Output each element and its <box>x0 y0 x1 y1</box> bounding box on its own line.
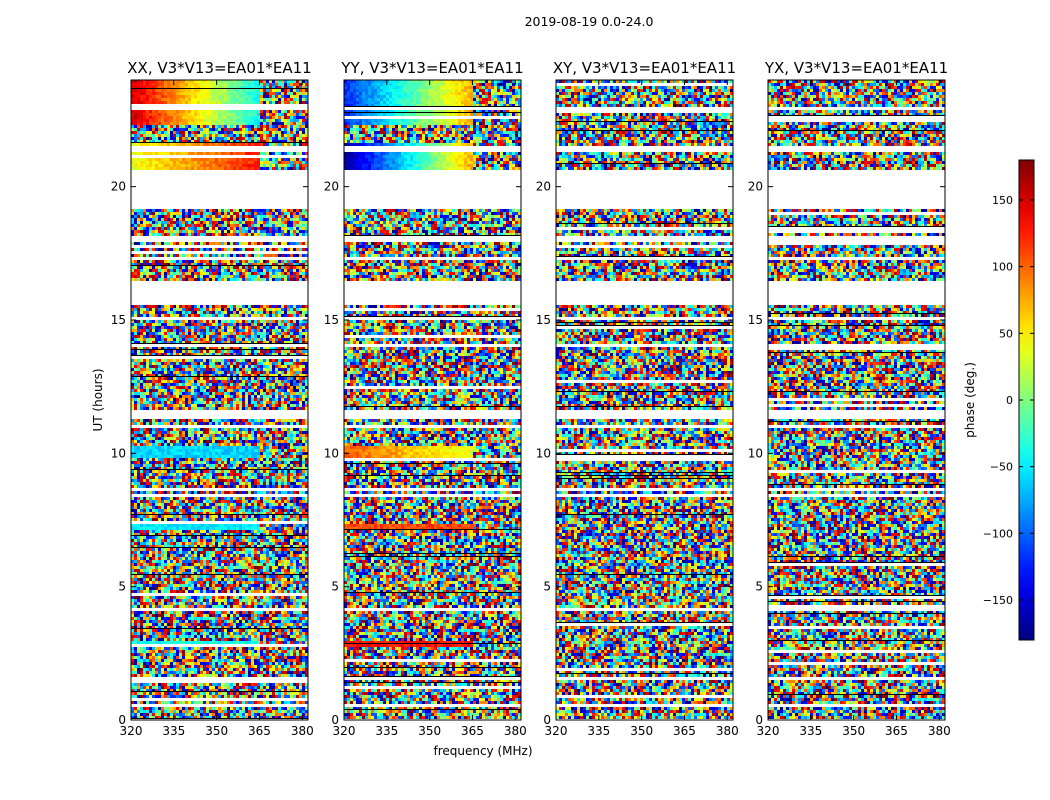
x-tick-label: 320 <box>545 724 568 738</box>
y-tick-label: 0 <box>118 713 126 727</box>
panel-xy: XY, V3*V13=EA01*EA11 320 335 350 365 380 0 5 10 1… <box>536 59 739 738</box>
x-tick-label: 350 <box>205 724 228 738</box>
x-tick-label: 350 <box>842 724 865 738</box>
x-tick-label: 335 <box>375 724 398 738</box>
panels-group: XX, V3*V13=EA01*EA11 320 335 350 365 380 0 5 10 1… <box>111 59 951 738</box>
x-tick-label: 365 <box>248 724 271 738</box>
x-tick-label: 335 <box>162 724 185 738</box>
panel-heatmap <box>556 80 733 720</box>
panel-frame <box>767 79 946 721</box>
panel-heatmap <box>344 80 521 720</box>
y-tick-label: 0 <box>331 713 339 727</box>
y-tick-label: 10 <box>324 446 339 460</box>
y-tick-label: 5 <box>755 580 763 594</box>
x-tick-label: 380 <box>291 724 314 738</box>
y-axis-label: UT (hours) <box>91 368 105 431</box>
y-tick-label: 15 <box>748 313 763 327</box>
x-tick-label: 365 <box>461 724 484 738</box>
y-tick-label: 10 <box>536 446 551 460</box>
x-tick-label: 380 <box>504 724 527 738</box>
x-tick-label: 320 <box>333 724 356 738</box>
y-tick-label: 15 <box>111 313 126 327</box>
x-tick-label: 320 <box>757 724 780 738</box>
panel-frame <box>555 79 734 721</box>
colorbar-tick-label: 150 <box>992 194 1013 207</box>
colorbar-tick-label: 50 <box>999 327 1013 340</box>
y-tick-label: 15 <box>324 313 339 327</box>
y-tick-label: 0 <box>755 713 763 727</box>
x-tick-label: 380 <box>716 724 739 738</box>
y-tick-label: 20 <box>111 180 126 194</box>
colorbar: 150 100 50 0 −50 −100 −150 phase (deg.) <box>963 159 1035 641</box>
y-tick-label: 20 <box>324 180 339 194</box>
panel-yx: YX, V3*V13=EA01*EA11 320 335 350 365 380 0 5 10 1… <box>748 59 951 738</box>
y-tick-label: 5 <box>331 580 339 594</box>
y-tick-label: 10 <box>748 446 763 460</box>
panel-heatmap <box>131 80 308 720</box>
x-tick-label: 350 <box>630 724 653 738</box>
x-tick-label: 365 <box>885 724 908 738</box>
x-tick-label: 335 <box>587 724 610 738</box>
y-tick-label: 10 <box>111 446 126 460</box>
figure-suptitle: 2019-08-19 0.0-24.0 <box>525 14 654 29</box>
panel-title: XX, V3*V13=EA01*EA11 <box>127 59 311 77</box>
panel-xx: XX, V3*V13=EA01*EA11 320 335 350 365 380 0 5 10 1… <box>111 59 314 738</box>
x-tick-label: 380 <box>928 724 951 738</box>
colorbar-label: phase (deg.) <box>963 362 977 438</box>
panel-title: YX, V3*V13=EA01*EA11 <box>764 59 948 77</box>
y-tick-label: 5 <box>118 580 126 594</box>
x-tick-label: 350 <box>418 724 441 738</box>
colorbar-tick-label: −50 <box>990 461 1013 474</box>
panel-title: YY, V3*V13=EA01*EA11 <box>340 59 523 77</box>
colorbar-tick-label: −150 <box>983 594 1013 607</box>
colorbar-tick-label: −100 <box>983 527 1013 540</box>
panel-frame <box>130 79 309 721</box>
colorbar-tick-label: 0 <box>1006 394 1013 407</box>
panel-heatmap <box>768 80 945 720</box>
y-tick-label: 20 <box>536 180 551 194</box>
x-tick-label: 335 <box>799 724 822 738</box>
x-tick-label: 320 <box>120 724 143 738</box>
y-tick-label: 20 <box>748 180 763 194</box>
panel-title: XY, V3*V13=EA01*EA11 <box>553 59 736 77</box>
x-axis-label: frequency (MHz) <box>433 744 532 758</box>
colorbar-tick-label: 100 <box>992 261 1013 274</box>
y-tick-label: 0 <box>543 713 551 727</box>
x-tick-label: 365 <box>673 724 696 738</box>
panel-yy: YY, V3*V13=EA01*EA11 320 335 350 365 380 0 5 10 1… <box>324 59 527 738</box>
panel-frame <box>343 79 522 721</box>
y-tick-label: 15 <box>536 313 551 327</box>
y-tick-label: 5 <box>543 580 551 594</box>
